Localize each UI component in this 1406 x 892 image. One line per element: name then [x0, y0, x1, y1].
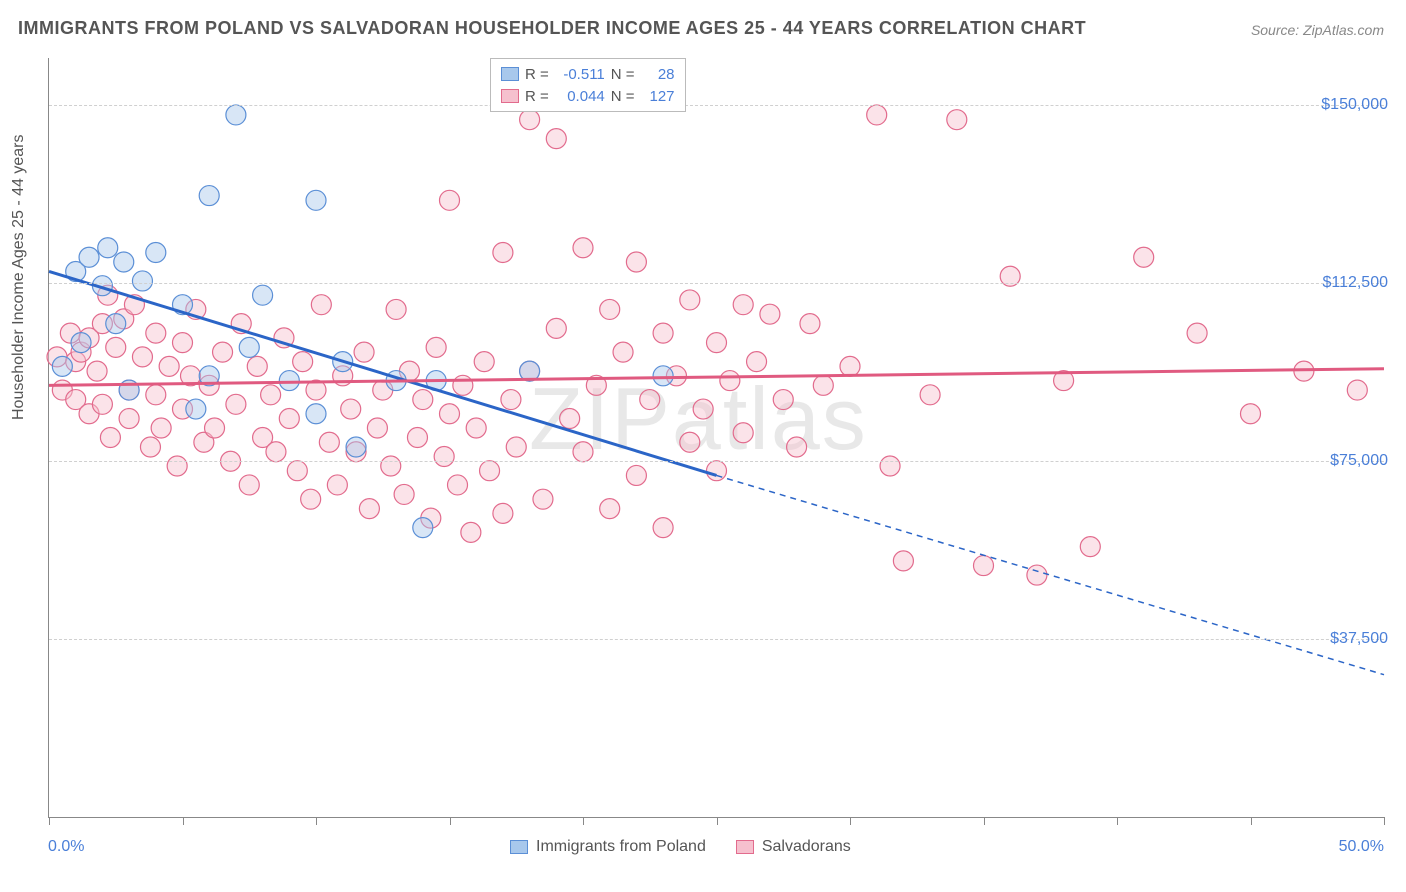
legend-label-poland: Immigrants from Poland — [536, 838, 706, 856]
legend-stats: R = -0.511 N = 28 R = 0.044 N = 127 — [490, 58, 686, 112]
y-tick-label: $112,500 — [1322, 274, 1388, 292]
x-tick — [583, 817, 584, 825]
swatch-salvadoran-icon — [736, 840, 754, 854]
swatch-poland — [501, 67, 519, 81]
r-value-salvadoran: 0.044 — [555, 88, 605, 105]
legend-label-salvadoran: Salvadorans — [762, 838, 851, 856]
gridline — [49, 461, 1384, 462]
plot-area: ZIPatlas — [48, 58, 1384, 818]
source-attribution: Source: ZipAtlas.com — [1251, 22, 1384, 38]
gridline — [49, 639, 1384, 640]
r-value-poland: -0.511 — [555, 66, 605, 83]
legend-series: Immigrants from Poland Salvadorans — [510, 838, 851, 856]
y-tick-label: $37,500 — [1330, 630, 1388, 648]
x-tick — [850, 817, 851, 825]
n-value-poland: 28 — [641, 66, 675, 83]
x-tick — [1117, 817, 1118, 825]
x-tick — [1384, 817, 1385, 825]
x-axis-min-label: 0.0% — [48, 838, 84, 856]
x-tick — [183, 817, 184, 825]
chart-title: IMMIGRANTS FROM POLAND VS SALVADORAN HOU… — [18, 18, 1086, 39]
y-tick-label: $150,000 — [1321, 96, 1388, 114]
gridline — [49, 283, 1384, 284]
x-tick — [717, 817, 718, 825]
x-tick — [984, 817, 985, 825]
legend-stats-row-poland: R = -0.511 N = 28 — [501, 63, 675, 85]
gridline — [49, 105, 1384, 106]
legend-item-poland: Immigrants from Poland — [510, 838, 706, 856]
chart-svg — [49, 58, 1384, 817]
r-label: R = — [525, 66, 549, 83]
legend-item-salvadoran: Salvadorans — [736, 838, 851, 856]
x-axis-max-label: 50.0% — [1339, 838, 1384, 856]
y-tick-label: $75,000 — [1330, 452, 1388, 470]
x-tick — [49, 817, 50, 825]
n-label: N = — [611, 88, 635, 105]
x-tick — [316, 817, 317, 825]
swatch-salvadoran — [501, 89, 519, 103]
x-tick — [1251, 817, 1252, 825]
y-axis-label: Householder Income Ages 25 - 44 years — [10, 135, 28, 421]
swatch-poland-icon — [510, 840, 528, 854]
n-value-salvadoran: 127 — [641, 88, 675, 105]
x-tick — [450, 817, 451, 825]
legend-stats-row-salvadoran: R = 0.044 N = 127 — [501, 85, 675, 107]
n-label: N = — [611, 66, 635, 83]
r-label: R = — [525, 88, 549, 105]
